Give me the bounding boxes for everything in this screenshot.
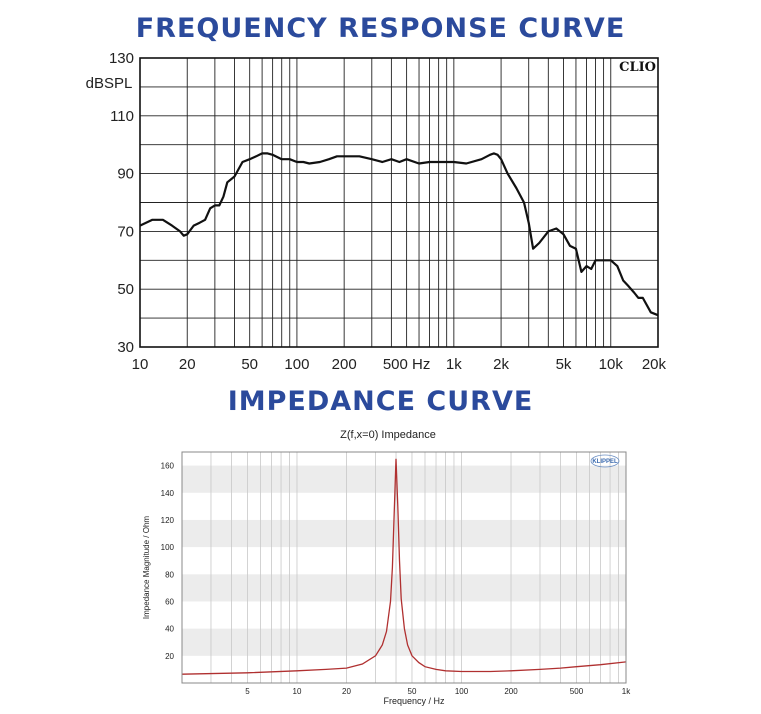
klippel-brand-label: KLIPPEL: [592, 459, 618, 465]
imp-x-tick-label: 100: [455, 687, 469, 696]
fr-y-tick-label: 50: [117, 281, 134, 298]
imp-x-axis-label: Frequency / Hz: [383, 696, 445, 706]
imp-y-tick-label: 120: [161, 516, 175, 525]
imp-band: [182, 574, 626, 602]
fr-y-tick-labels: 30 50 70 90 110 130: [109, 50, 134, 356]
fr-series-line: [139, 152, 659, 317]
imp-y-tick-label: 140: [161, 489, 175, 498]
fr-plot-frame: [139, 57, 659, 348]
imp-y-tick-label: 100: [161, 543, 175, 552]
imp-band: [182, 465, 626, 493]
fr-y-tick-label: 90: [117, 166, 134, 183]
impedance-heading: IMPEDANCE CURVE: [227, 386, 534, 417]
imp-y-tick-label: 60: [165, 597, 174, 606]
klippel-logo: KLIPPEL: [590, 454, 620, 468]
imp-bands: [182, 465, 626, 656]
fr-y-tick-label: 110: [110, 108, 134, 125]
fr-x-tick-label: 5k: [556, 356, 572, 373]
imp-x-tick-label: 1k: [622, 687, 631, 696]
imp-x-tick-label: 50: [408, 687, 417, 696]
imp-y-tick-label: 20: [165, 652, 174, 661]
imp-x-tick-label: 10: [293, 687, 302, 696]
fr-x-tick-label: 2k: [493, 356, 509, 373]
imp-x-tick-label: 200: [504, 687, 518, 696]
imp-series-line: [181, 458, 627, 675]
fr-x-tick-label: 10: [132, 356, 149, 373]
frequency-response-heading: FREQUENCY RESPONSE CURVE: [135, 13, 626, 44]
imp-band: [182, 628, 626, 656]
fr-grid: [140, 58, 658, 347]
imp-y-tick-label: 160: [161, 462, 175, 471]
fr-x-tick-label: 10k: [599, 356, 624, 373]
imp-plot-frame: [181, 451, 627, 684]
fr-x-tick-label: 200: [332, 356, 357, 373]
fr-x-tick-labels: 10 20 50 100 200 500 Hz 1k 2k 5k 10k 20k: [132, 356, 667, 373]
fr-y-tick-label: 30: [117, 339, 134, 356]
imp-x-tick-label: 5: [245, 687, 250, 696]
imp-grid: [210, 452, 619, 683]
frequency-response-chart: dBSPL CLIO 30 50 70 90 110 130 10 20 50 100 200 50…: [86, 50, 667, 373]
imp-y-tick-label: 40: [165, 625, 174, 634]
fr-y-tick-label: 70: [117, 223, 134, 240]
fr-x-tick-label: 20k: [642, 356, 667, 373]
fr-x-tick-label: 100: [284, 356, 309, 373]
imp-y-tick-label: 80: [165, 570, 174, 579]
imp-chart-title: Z(f,x=0) Impedance: [340, 429, 436, 441]
fr-y-axis-label: dBSPL: [86, 75, 133, 92]
imp-y-tick-labels: 20 40 60 80 100 120 140 160: [161, 462, 175, 661]
clio-brand-label: CLIO: [619, 60, 656, 75]
fr-x-tick-label: 50: [241, 356, 258, 373]
imp-y-axis-label: Impedance Magnitude / Ohm: [142, 516, 151, 620]
fr-x-tick-label: 500 Hz: [383, 356, 431, 373]
imp-x-tick-labels: 5 10 20 50 100 200 500 1k: [245, 687, 631, 696]
fr-x-tick-label: 1k: [446, 356, 462, 373]
imp-x-tick-label: 20: [342, 687, 351, 696]
fr-x-tick-label: 20: [179, 356, 196, 373]
imp-x-tick-label: 500: [570, 687, 584, 696]
imp-band: [182, 519, 626, 548]
klippel-logo-badge: [590, 454, 620, 468]
fr-y-tick-label: 130: [109, 50, 134, 67]
